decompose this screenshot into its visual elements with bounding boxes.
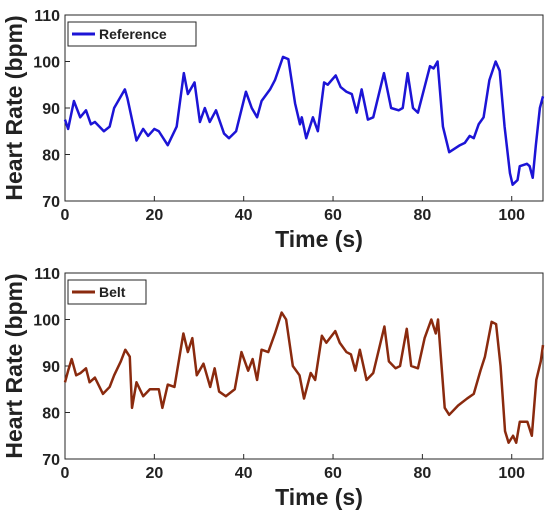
- y-tick-label: 110: [34, 8, 60, 25]
- x-tick-label: 40: [235, 207, 253, 224]
- x-tick-label: 0: [61, 465, 70, 482]
- y-tick-label: 90: [42, 101, 60, 118]
- x-tick-label: 20: [145, 207, 163, 224]
- y-tick-label: 80: [42, 406, 60, 423]
- y-tick-label: 110: [34, 266, 60, 283]
- x-tick-label: 40: [235, 465, 253, 482]
- x-tick-label: 0: [61, 207, 70, 224]
- y-axis-label: Heart Rate (bpm): [1, 15, 27, 200]
- y-tick-label: 90: [42, 359, 60, 376]
- y-tick-label: 80: [42, 148, 60, 165]
- y-tick-label: 100: [33, 55, 60, 72]
- y-axis-label: Heart Rate (bpm): [1, 273, 27, 458]
- x-tick-label: 60: [324, 207, 342, 224]
- y-tick-label: 70: [42, 452, 60, 469]
- x-tick-label: 100: [498, 465, 525, 482]
- y-tick-label: 70: [42, 194, 60, 211]
- legend-label: Reference: [99, 26, 167, 42]
- x-tick-label: 20: [145, 465, 163, 482]
- x-axis-label: Time (s): [275, 484, 363, 510]
- x-axis-label: Time (s): [275, 226, 363, 252]
- x-tick-label: 100: [498, 207, 525, 224]
- legend-label: Belt: [99, 284, 126, 300]
- x-tick-label: 80: [413, 465, 431, 482]
- data-line: [63, 55, 545, 186]
- x-tick-label: 60: [324, 465, 342, 482]
- data-line: [63, 311, 545, 444]
- x-tick-label: 80: [413, 207, 431, 224]
- y-tick-label: 100: [33, 313, 60, 330]
